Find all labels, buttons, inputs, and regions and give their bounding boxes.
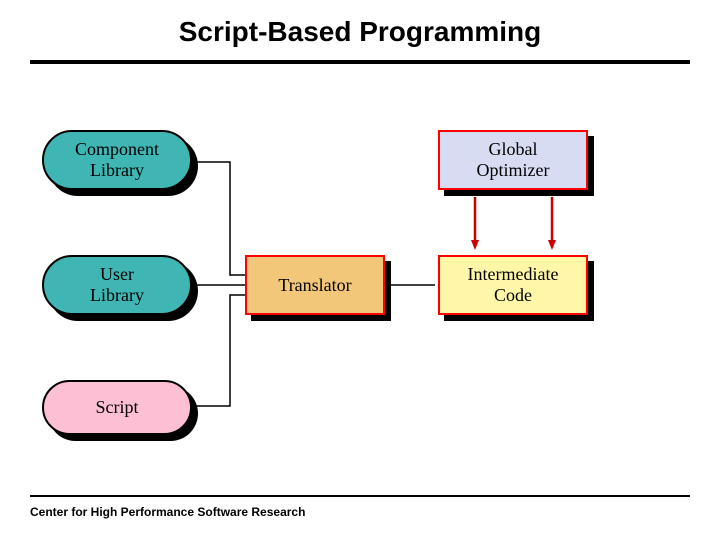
connector-line: [192, 162, 245, 275]
node-label: Translator: [278, 275, 351, 296]
node-translator: Translator: [245, 255, 385, 315]
arrow-head-icon: [471, 240, 479, 250]
diagram-canvas: { "title": { "text": "Script-Based Progr…: [0, 0, 720, 540]
node-script: Script: [42, 380, 192, 435]
connector-line: [192, 295, 245, 406]
footer-text: Center for High Performance Software Res…: [30, 505, 305, 519]
node-label: IntermediateCode: [468, 264, 559, 305]
page-title: Script-Based Programming: [0, 16, 720, 48]
title-rule: [30, 60, 690, 64]
arrow-head-icon: [548, 240, 556, 250]
node-global-optimizer: GlobalOptimizer: [438, 130, 588, 190]
node-component-library: ComponentLibrary: [42, 130, 192, 190]
footer-rule: [30, 495, 690, 497]
node-label: GlobalOptimizer: [477, 139, 550, 180]
node-label: ComponentLibrary: [75, 139, 159, 180]
node-label: UserLibrary: [90, 264, 144, 305]
node-label: Script: [96, 397, 139, 418]
node-user-library: UserLibrary: [42, 255, 192, 315]
node-intermediate-code: IntermediateCode: [438, 255, 588, 315]
